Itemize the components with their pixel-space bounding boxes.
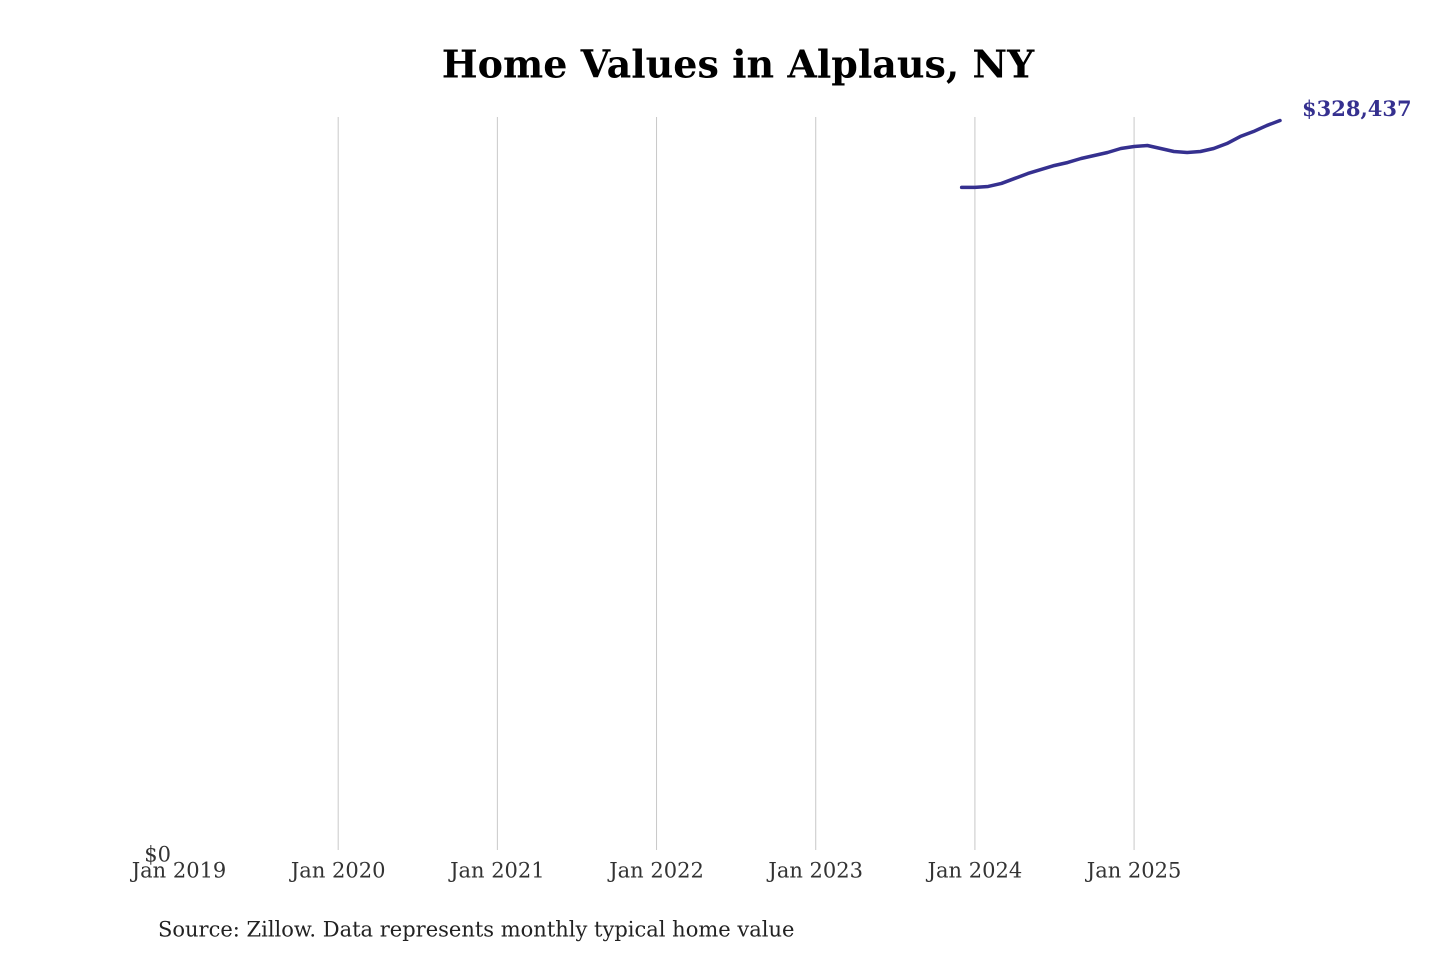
line — [959, 118, 1282, 190]
x-tick-label: Jan 2021 — [448, 859, 545, 883]
source-note: Source: Zillow. Data represents monthly … — [158, 918, 794, 942]
value-label: $328,437 — [1302, 96, 1412, 121]
y-tick-label: $0 — [144, 843, 171, 867]
x-tick-label: Jan 2019 — [130, 859, 227, 883]
x-tick-label: Jan 2025 — [1085, 859, 1182, 883]
x-tick-label: Jan 2023 — [766, 859, 863, 883]
chart-title: Home Values in Alplaus, NY — [442, 42, 1035, 87]
x-tick-label: Jan 2024 — [926, 859, 1023, 883]
x-tick-label: Jan 2020 — [289, 859, 386, 883]
x-tick-label: Jan 2022 — [607, 859, 704, 883]
